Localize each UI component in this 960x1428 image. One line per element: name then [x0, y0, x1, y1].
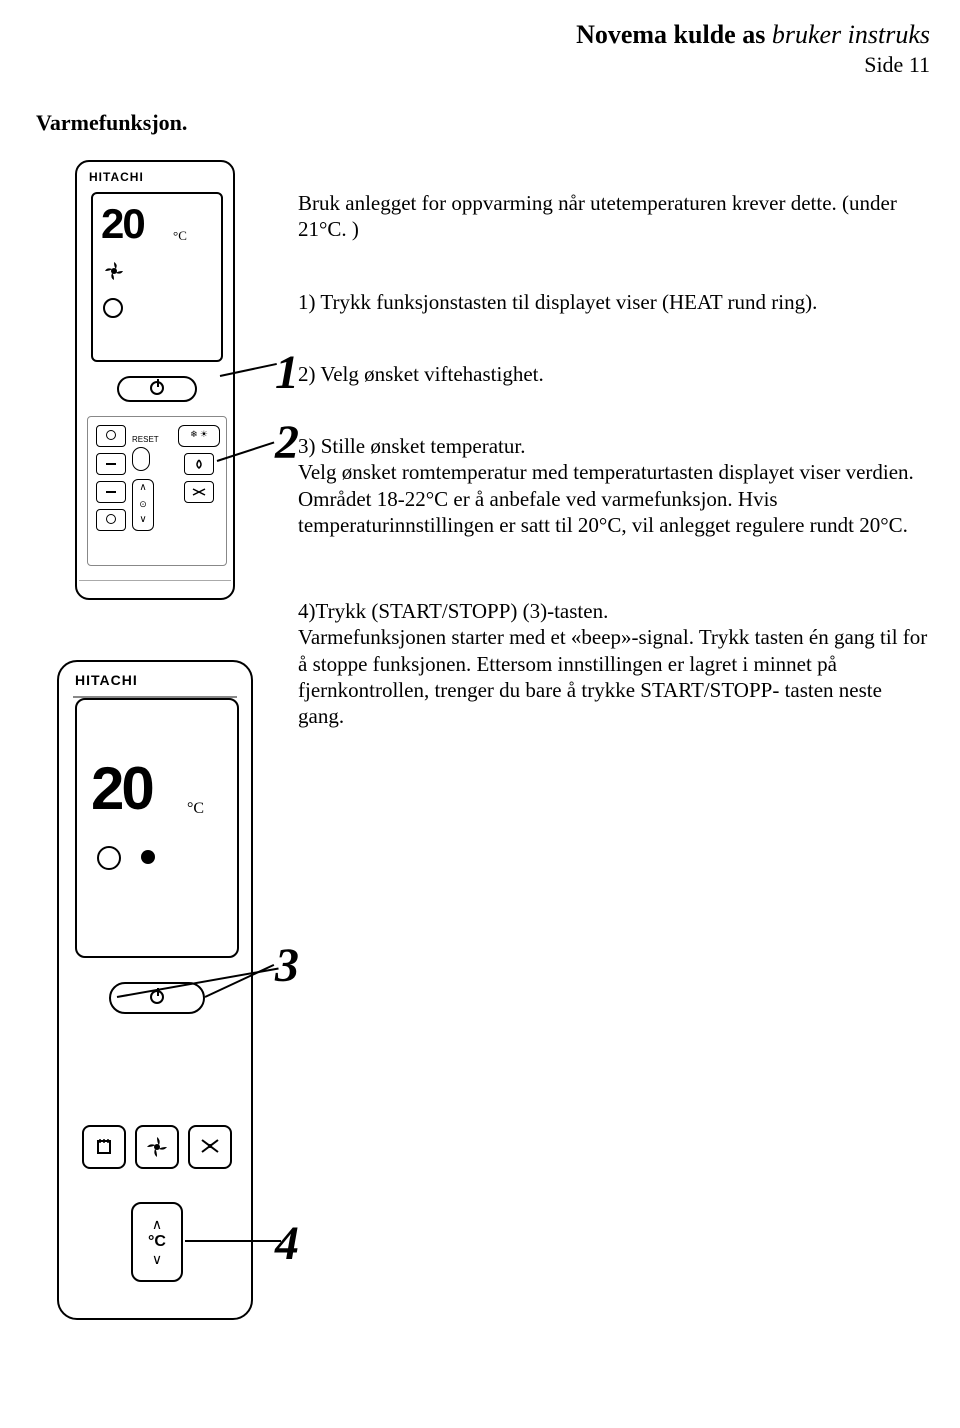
remote1-button-panel: RESET ∧ ⊙ ∨ ❄ ☀	[87, 416, 227, 566]
power-icon-2	[150, 990, 164, 1004]
remote-column: HITACHI 20 °C	[30, 160, 280, 1320]
updown-button-1: ∧ ⊙ ∨	[132, 479, 154, 531]
reset-button	[132, 447, 150, 471]
instruction-intro: Bruk anlegget for oppvarming når utetemp…	[298, 190, 930, 243]
callout-3: 3	[275, 938, 299, 993]
btn-right-2	[184, 453, 214, 475]
instruction-text-column: Bruk anlegget for oppvarming når utetemp…	[280, 160, 930, 729]
remote2-wrapper: HITACHI 20 °C	[57, 660, 253, 1320]
content-row: HITACHI 20 °C	[30, 160, 930, 1320]
btn-right-1: ❄ ☀	[178, 425, 220, 447]
temp-btn-label: °C	[148, 1233, 166, 1251]
section-title: Varmefunksjon.	[36, 110, 930, 136]
temp-readout-1: 20	[101, 200, 144, 248]
doc-subtitle: bruker instruks	[772, 20, 930, 49]
brand-label-1: HITACHI	[89, 170, 144, 184]
remote-control-1: HITACHI 20 °C	[75, 160, 235, 600]
temp-down-icon: ∨	[152, 1251, 162, 1268]
instruction-step-1: 1) Trykk funksjonstasten til displayet v…	[298, 289, 930, 315]
temp-unit-1: °C	[173, 228, 187, 244]
temp-readout-2: 20	[91, 754, 152, 823]
mode-btn-3	[188, 1125, 232, 1169]
btn-small-4	[96, 509, 126, 531]
remote2-display: 20 °C	[75, 698, 239, 958]
callout-1: 1	[275, 345, 299, 400]
header-title-line: Novema kulde as bruker instruks	[30, 20, 930, 50]
instruction-step-2: 2) Velg ønsket viftehastighet.	[298, 361, 930, 387]
btn-small-3	[96, 481, 126, 503]
mode-btn-2	[135, 1125, 179, 1169]
btn-small-2	[96, 453, 126, 475]
remote1-wrapper: HITACHI 20 °C	[75, 160, 235, 660]
brand-label-2: HITACHI	[75, 672, 138, 688]
page-number: Side 11	[30, 52, 930, 78]
btn-small-1	[96, 425, 126, 447]
power-button-2	[109, 982, 205, 1014]
callout-line-4	[185, 1240, 281, 1242]
btn-right-3	[184, 481, 214, 503]
heat-ring-icon-2	[97, 846, 121, 870]
power-icon	[150, 381, 164, 395]
status-dot-icon	[141, 850, 155, 864]
heat-ring-icon	[103, 298, 123, 318]
temp-unit-2: °C	[187, 800, 204, 818]
temp-up-icon: ∧	[152, 1216, 162, 1233]
fan-icon	[103, 260, 125, 282]
power-button-1	[117, 376, 197, 402]
callout-2: 2	[275, 415, 299, 470]
remote2-mode-buttons	[77, 1112, 237, 1182]
callout-4: 4	[275, 1216, 299, 1271]
remote1-display: 20 °C	[91, 192, 223, 362]
instruction-step-4: 4)Trykk (START/STOPP) (3)-tasten. Varmef…	[298, 598, 930, 729]
reset-label: RESET	[132, 435, 159, 444]
mode-btn-1	[82, 1125, 126, 1169]
temperature-button: ∧ °C ∨	[131, 1202, 183, 1282]
company-name: Novema kulde as	[576, 20, 765, 49]
page-header: Novema kulde as bruker instruks Side 11	[30, 20, 930, 78]
instruction-step-3: 3) Stille ønsket temperatur. Velg ønsket…	[298, 433, 930, 538]
